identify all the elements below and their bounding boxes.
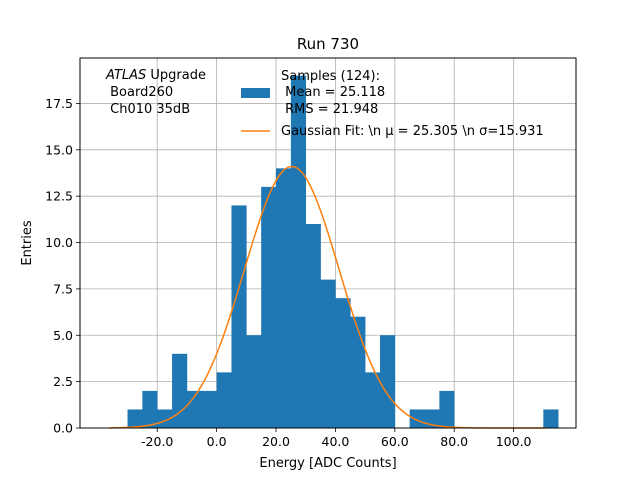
legend-samples-line-2: Mean = 25.118 bbox=[281, 85, 385, 100]
histogram-bar bbox=[305, 223, 321, 428]
histogram-bar bbox=[379, 335, 396, 428]
legend-swatch-samples bbox=[241, 88, 270, 98]
histogram-bar bbox=[246, 335, 262, 428]
x-tick-label: 20.0 bbox=[262, 434, 290, 449]
chart-title: Run 730 bbox=[297, 35, 359, 53]
histogram-bar bbox=[350, 316, 366, 428]
x-tick-label: 100.0 bbox=[496, 434, 532, 449]
legend-fit-label: Gaussian Fit: \n μ = 25.305 \n σ=15.931 bbox=[281, 124, 544, 139]
y-tick-label: 10.0 bbox=[45, 235, 73, 250]
histogram-bar bbox=[543, 409, 559, 428]
histogram-bar bbox=[276, 168, 292, 428]
histogram-bar bbox=[365, 372, 381, 428]
histogram-bar bbox=[409, 409, 425, 428]
histogram-bar bbox=[261, 186, 277, 428]
y-axis-label: Entries bbox=[20, 220, 35, 266]
histogram-bar bbox=[216, 372, 232, 428]
y-tick-label: 17.5 bbox=[45, 96, 73, 111]
annotation-line-2: Board260 bbox=[106, 85, 173, 100]
histogram-bar bbox=[127, 409, 143, 428]
histogram-bar bbox=[290, 75, 307, 428]
histogram-bar bbox=[320, 279, 336, 428]
annotation-line-1: ATLAS Upgrade bbox=[105, 68, 206, 83]
y-tick-label: 12.5 bbox=[45, 189, 73, 204]
y-axis-ticks: 0.0 2.5 5.0 7.5 10.0 12.5 15.0 17.5 bbox=[45, 96, 80, 436]
y-tick-label: 5.0 bbox=[53, 328, 73, 343]
x-tick-label: 40.0 bbox=[322, 434, 350, 449]
x-tick-label: 80.0 bbox=[440, 434, 468, 449]
y-tick-label: 15.0 bbox=[45, 142, 73, 157]
y-tick-label: 0.0 bbox=[53, 421, 73, 436]
y-tick-label: 2.5 bbox=[53, 374, 73, 389]
histogram-bar bbox=[172, 353, 188, 428]
legend: Samples (124): Mean = 25.118 RMS = 21.94… bbox=[241, 69, 544, 139]
atlas-annotation: ATLAS Upgrade Board260 Ch010 35dB bbox=[105, 68, 206, 117]
legend-samples-line-1: Samples (124): bbox=[281, 69, 380, 84]
x-tick-label: 60.0 bbox=[381, 434, 409, 449]
x-axis-label: Energy [ADC Counts] bbox=[259, 456, 396, 471]
x-tick-label: 0.0 bbox=[207, 434, 227, 449]
histogram-bar bbox=[201, 390, 217, 428]
histogram-bar bbox=[142, 390, 158, 428]
histogram-bar bbox=[335, 298, 351, 428]
y-tick-label: 7.5 bbox=[53, 281, 73, 296]
x-axis-ticks: -20.0 0.0 20.0 40.0 60.0 80.0 100.0 bbox=[141, 428, 532, 449]
annotation-line-3: Ch010 35dB bbox=[106, 102, 190, 117]
x-tick-label: -20.0 bbox=[141, 434, 173, 449]
histogram-bar bbox=[231, 205, 247, 428]
legend-samples-line-3: RMS = 21.948 bbox=[281, 102, 378, 117]
plot-frame bbox=[79, 57, 577, 429]
histogram-bar bbox=[157, 409, 173, 428]
histogram-bar bbox=[439, 390, 455, 428]
histogram-bars bbox=[127, 75, 559, 428]
